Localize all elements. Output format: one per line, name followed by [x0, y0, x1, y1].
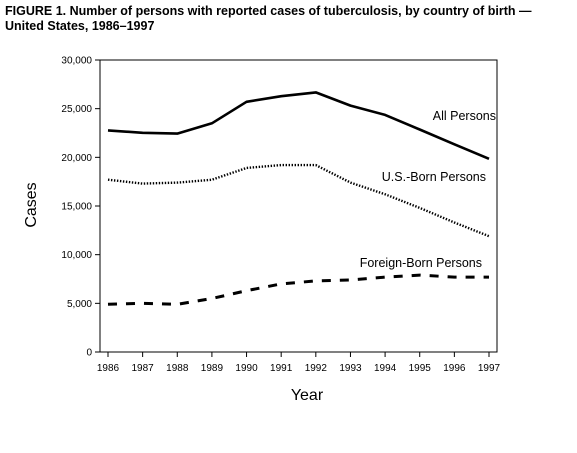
- series-line-foreign-born-persons: [107, 273, 489, 306]
- x-tick-label: 1997: [478, 363, 501, 374]
- x-tick-label: 1986: [97, 363, 120, 374]
- x-tick-label: 1990: [235, 363, 258, 374]
- series-line-all-persons: [107, 91, 490, 160]
- y-tick-label: 5,000: [67, 299, 92, 310]
- x-tick-label: 1992: [305, 363, 328, 374]
- series-label: U.S.-Born Persons: [382, 170, 486, 184]
- x-tick-label: 1987: [132, 363, 155, 374]
- y-tick-label: 20,000: [61, 153, 92, 164]
- y-tick-label: 30,000: [61, 56, 92, 67]
- y-tick-label: 0: [86, 348, 92, 359]
- x-tick-label: 1991: [270, 363, 293, 374]
- x-tick-label: 1988: [166, 363, 189, 374]
- x-tick-label: 1989: [201, 363, 224, 374]
- series-label: Foreign-Born Persons: [360, 256, 482, 270]
- plot-frame: [99, 59, 498, 353]
- y-axis-title: Cases: [23, 182, 40, 227]
- x-tick-label: 1993: [339, 363, 362, 374]
- x-tick-label: 1996: [443, 363, 466, 374]
- x-tick-label: 1995: [409, 363, 432, 374]
- y-tick-label: 10,000: [61, 250, 92, 261]
- series-label: All Persons: [433, 109, 496, 123]
- chart-title: FIGURE 1. Number of persons with reporte…: [5, 4, 532, 33]
- y-tick-label: 15,000: [61, 202, 92, 213]
- y-tick-label: 25,000: [61, 104, 92, 115]
- series-line-u-s-born-persons: [107, 163, 490, 238]
- x-axis-title: Year: [291, 387, 324, 404]
- x-tick-label: 1994: [374, 363, 397, 374]
